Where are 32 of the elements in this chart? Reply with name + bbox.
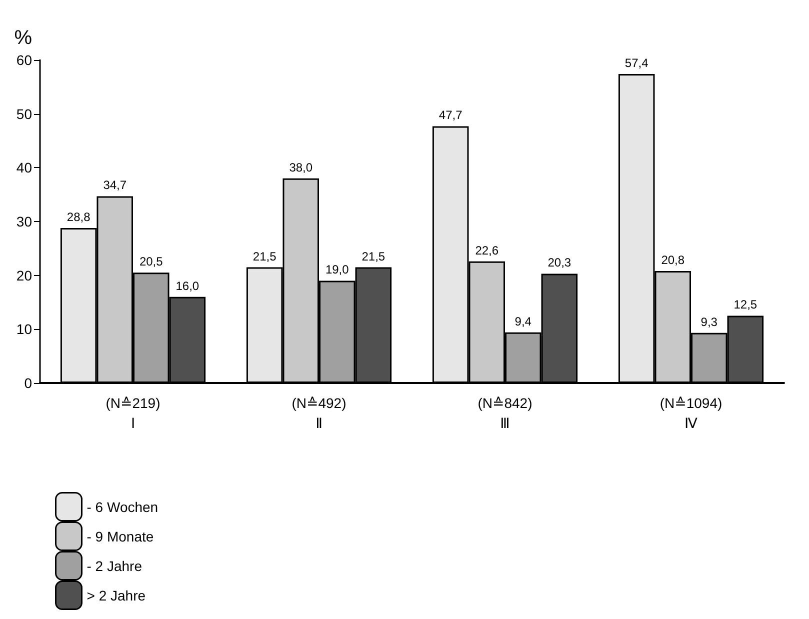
data-label: 12,5: [734, 298, 758, 312]
y-tick-label: 0: [24, 375, 32, 391]
data-label: 47,7: [438, 108, 463, 122]
data-label: 20,5: [139, 254, 164, 269]
data-label: 34,7: [103, 178, 127, 192]
data-label: 28,8: [66, 210, 91, 224]
x-tick-label: (N≙492) Ⅱ: [292, 395, 346, 431]
legend-label: - 2 Jahre: [86, 558, 142, 574]
data-label: 9,3: [700, 314, 718, 329]
data-label: 20,3: [548, 256, 572, 270]
y-tick-label: 40: [16, 160, 32, 176]
data-label: 21,5: [362, 249, 386, 264]
x-tick-label: (N≙1094) Ⅳ: [660, 395, 722, 431]
y-axis-title: %: [14, 27, 32, 49]
y-tick-label: 60: [16, 52, 32, 68]
legend-label: - 9 Monate: [86, 528, 154, 544]
x-tick-label: (N≙219) Ⅰ: [106, 395, 160, 431]
legend-label: > 2 Jahre: [86, 587, 146, 604]
data-label: 38,0: [289, 160, 313, 174]
x-tick-label: (N≙842) Ⅲ: [478, 395, 532, 431]
data-label: 22,6: [475, 243, 499, 258]
data-label: 20,8: [661, 253, 685, 268]
data-label: 16,0: [176, 278, 200, 293]
y-tick-label: 20: [16, 267, 32, 284]
data-label: 21,5: [252, 249, 277, 264]
data-label: 9,4: [514, 314, 532, 328]
data-label: 57,4: [624, 56, 649, 70]
y-tick-label: 10: [16, 321, 32, 338]
legend-label: - 6 Wochen: [86, 498, 158, 515]
data-label: 19,0: [325, 262, 350, 277]
y-tick-label: 50: [16, 106, 32, 122]
y-tick-label: 30: [16, 214, 32, 230]
